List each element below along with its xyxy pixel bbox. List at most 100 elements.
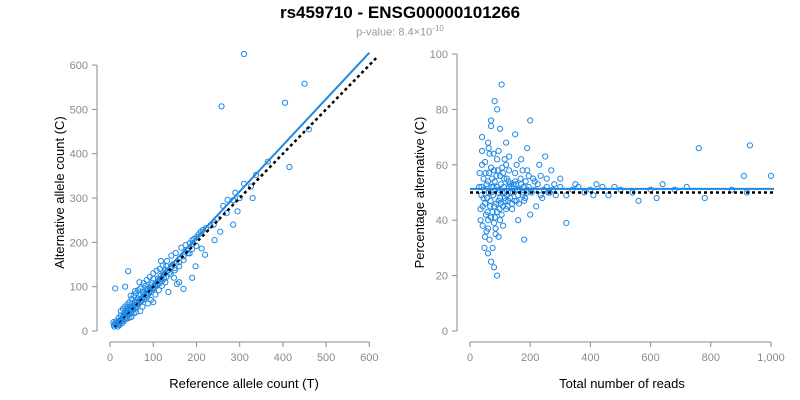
right-data-point bbox=[498, 81, 505, 88]
right-x-tick-label: 800 bbox=[702, 352, 720, 364]
left-data-point bbox=[152, 291, 159, 298]
right-data-point bbox=[767, 172, 775, 179]
right-data-point bbox=[512, 181, 520, 188]
right-data-point bbox=[481, 158, 489, 166]
right-data-point bbox=[499, 164, 506, 171]
right-data-point bbox=[635, 197, 642, 204]
right-data-point bbox=[701, 194, 708, 202]
right-data-point bbox=[476, 170, 483, 177]
left-data-point bbox=[286, 163, 293, 171]
left-data-point bbox=[110, 319, 117, 326]
right-data-point bbox=[490, 150, 497, 157]
left-data-point bbox=[165, 288, 172, 296]
right-data-point bbox=[502, 197, 509, 204]
left-data-point bbox=[210, 221, 217, 228]
right-data-point bbox=[512, 178, 519, 185]
left-data-point bbox=[253, 171, 260, 179]
left-data-point bbox=[176, 279, 183, 286]
right-data-point bbox=[557, 175, 564, 182]
left-data-point bbox=[202, 225, 210, 232]
right-data-point bbox=[489, 244, 496, 251]
left-data-point bbox=[168, 252, 175, 259]
left-x-tick-label: 100 bbox=[144, 352, 162, 364]
left-y-tick-label: 200 bbox=[70, 237, 88, 249]
left-data-point bbox=[112, 285, 119, 292]
right-data-point bbox=[512, 170, 519, 177]
right-data-point bbox=[506, 153, 513, 160]
right-data-point bbox=[521, 236, 528, 243]
right-data-point bbox=[481, 233, 489, 240]
right-data-point bbox=[536, 161, 543, 168]
pvalue-text: p-value: 8.4×10 bbox=[356, 26, 433, 39]
right-data-point bbox=[484, 225, 492, 232]
left-y-tick-label: 0 bbox=[82, 326, 88, 338]
right-data-point bbox=[590, 192, 597, 199]
right-data-point bbox=[506, 181, 513, 188]
right-data-point bbox=[527, 211, 534, 218]
right-data-point bbox=[512, 131, 519, 138]
right-data-point bbox=[533, 203, 540, 210]
right-x-tick-label: 200 bbox=[521, 352, 539, 364]
right-x-axis-label: Total number of reads bbox=[559, 376, 685, 391]
right-data-point bbox=[485, 170, 493, 177]
right-data-point bbox=[746, 142, 754, 149]
right-data-point bbox=[521, 194, 529, 202]
left-data-point bbox=[176, 263, 183, 270]
right-y-tick-label: 20 bbox=[436, 271, 448, 283]
right-data-point bbox=[740, 172, 748, 179]
left-data-point bbox=[189, 274, 196, 281]
left-data-point bbox=[281, 99, 289, 106]
right-data-point bbox=[513, 161, 520, 168]
right-data-point bbox=[503, 175, 510, 182]
right-data-point bbox=[743, 189, 751, 196]
left-data-point bbox=[144, 300, 152, 307]
right-data-point bbox=[653, 194, 660, 202]
right-data-point bbox=[493, 172, 500, 179]
right-data-point bbox=[486, 236, 493, 243]
right-y-tick-label: 80 bbox=[436, 104, 448, 116]
right-data-point bbox=[491, 178, 498, 185]
right-data-point bbox=[501, 156, 508, 163]
right-x-tick-label: 1,000 bbox=[757, 352, 785, 364]
right-data-point bbox=[496, 125, 504, 132]
right-data-point bbox=[503, 139, 510, 146]
left-x-tick-label: 0 bbox=[107, 352, 113, 364]
right-data-point bbox=[509, 189, 517, 196]
right-data-point bbox=[542, 153, 549, 160]
right-data-point bbox=[493, 208, 501, 215]
right-data-point bbox=[521, 197, 528, 204]
left-y-tick-label: 100 bbox=[70, 282, 88, 294]
right-data-point bbox=[484, 194, 491, 202]
right-x-tick-label: 600 bbox=[641, 352, 659, 364]
left-data-point bbox=[136, 279, 143, 286]
right-data-point bbox=[493, 156, 501, 163]
right-data-point bbox=[548, 167, 555, 174]
left-data-point bbox=[122, 283, 129, 290]
left-data-point bbox=[195, 231, 202, 238]
left-data-point bbox=[301, 80, 308, 87]
right-data-point bbox=[523, 189, 530, 196]
right-data-point bbox=[490, 192, 497, 199]
right-data-point bbox=[480, 175, 487, 182]
right-data-point bbox=[482, 170, 489, 177]
left-data-point bbox=[146, 273, 153, 281]
right-data-point bbox=[484, 139, 492, 146]
right-data-point bbox=[500, 203, 507, 210]
right-data-point bbox=[491, 97, 498, 105]
right-data-point bbox=[505, 197, 512, 204]
right-data-point bbox=[498, 211, 505, 218]
right-data-point bbox=[524, 167, 531, 174]
left-data-point bbox=[153, 267, 160, 274]
left-data-point bbox=[264, 158, 271, 165]
left-data-point bbox=[247, 183, 255, 190]
right-data-point bbox=[563, 219, 570, 227]
left-data-point bbox=[236, 194, 243, 202]
left-data-point bbox=[150, 270, 157, 277]
right-data-point bbox=[506, 167, 513, 174]
right-data-point bbox=[495, 233, 502, 240]
left-x-axis-label: Reference allele count (T) bbox=[169, 376, 319, 391]
right-y-tick-label: 100 bbox=[430, 49, 448, 61]
right-data-point bbox=[551, 181, 558, 188]
